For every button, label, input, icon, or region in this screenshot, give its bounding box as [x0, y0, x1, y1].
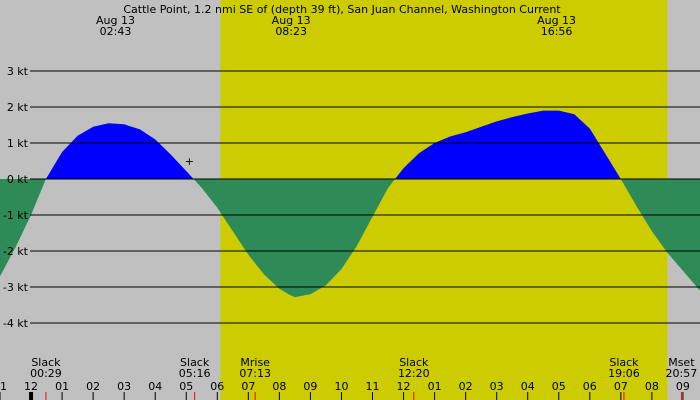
x-tick-label: 06: [210, 380, 224, 393]
x-tick-label: 05: [552, 380, 566, 393]
current-area-layer: [0, 110, 700, 298]
bottom-events: Slack00:29Slack05:16Mrise07:13Slack12:20…: [30, 356, 697, 400]
flood-area: [0, 110, 700, 179]
x-tick-label: 10: [334, 380, 348, 393]
x-tick-label: 12: [397, 380, 411, 393]
y-tick-label: 0 kt: [7, 173, 29, 186]
x-tick-label: 11: [366, 380, 380, 393]
top-annotation-time: 16:56: [541, 25, 573, 38]
x-tick-label: 01: [55, 380, 69, 393]
event-label: Mrise: [240, 356, 270, 369]
chart-title: Cattle Point, 1.2 nmi SE of (depth 39 ft…: [123, 3, 561, 16]
x-tick-label: 04: [148, 380, 162, 393]
top-annotation-time: 02:43: [100, 25, 132, 38]
x-tick-label: 02: [86, 380, 100, 393]
current-marker: +: [185, 155, 194, 168]
x-tick-label: 09: [676, 380, 690, 393]
y-tick-label: 2 kt: [7, 101, 29, 114]
x-tick-label: 08: [645, 380, 659, 393]
event-label: Slack: [609, 356, 639, 369]
event-time: 00:29: [30, 367, 62, 380]
top-annotation-time: 08:23: [275, 25, 307, 38]
x-tick-label: 04: [521, 380, 535, 393]
y-tick-label: -3 kt: [3, 281, 29, 294]
top-annotation-date: Aug 13: [96, 14, 135, 27]
event-label: Slack: [31, 356, 61, 369]
event-label: Slack: [399, 356, 429, 369]
x-tick-label: 12: [24, 380, 38, 393]
x-tick-label: 03: [117, 380, 131, 393]
event-time: 20:57: [666, 367, 698, 380]
event-label: Mset: [668, 356, 695, 369]
x-tick-label: 09: [303, 380, 317, 393]
x-tick-label: 05: [179, 380, 193, 393]
y-tick-label: 1 kt: [7, 137, 29, 150]
gridlines: [30, 70, 700, 324]
event-time: 07:13: [239, 367, 271, 380]
x-tick-label: 07: [241, 380, 255, 393]
x-tick-label: 11: [0, 380, 7, 393]
y-tick-label: -2 kt: [3, 245, 29, 258]
x-tick-label: 02: [459, 380, 473, 393]
event-time: 05:16: [179, 367, 211, 380]
y-tick-labels: 3 kt 2 kt 1 kt 0 kt -1 kt -2 kt -3 kt -4 kt: [3, 65, 29, 330]
event-time: 12:20: [398, 367, 430, 380]
x-tick-label: 01: [428, 380, 442, 393]
x-tick-labels: 11 12 01 02 03 04 05 06 07 08 09 10 11 12 01 02 03 04 05 06…: [0, 380, 690, 400]
y-tick-label: -4 kt: [3, 317, 29, 330]
event-time: 19:06: [608, 367, 640, 380]
event-label: Slack: [180, 356, 210, 369]
y-tick-label: 3 kt: [7, 65, 29, 78]
x-tick-label: 08: [272, 380, 286, 393]
y-tick-label: -1 kt: [3, 209, 29, 222]
x-tick-label: 03: [490, 380, 504, 393]
top-annotation-date: Aug 13: [537, 14, 576, 27]
current-time-tick: [29, 392, 34, 400]
x-tick-label: 07: [614, 380, 628, 393]
top-annotation-date: Aug 13: [272, 14, 311, 27]
x-tick-label: 06: [583, 380, 597, 393]
ebb-area: [0, 179, 700, 298]
